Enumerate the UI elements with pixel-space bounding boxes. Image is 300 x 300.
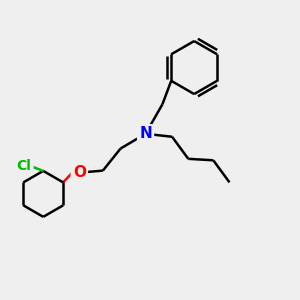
Text: Cl: Cl [17,159,32,172]
Text: O: O [73,165,86,180]
Text: N: N [139,126,152,141]
